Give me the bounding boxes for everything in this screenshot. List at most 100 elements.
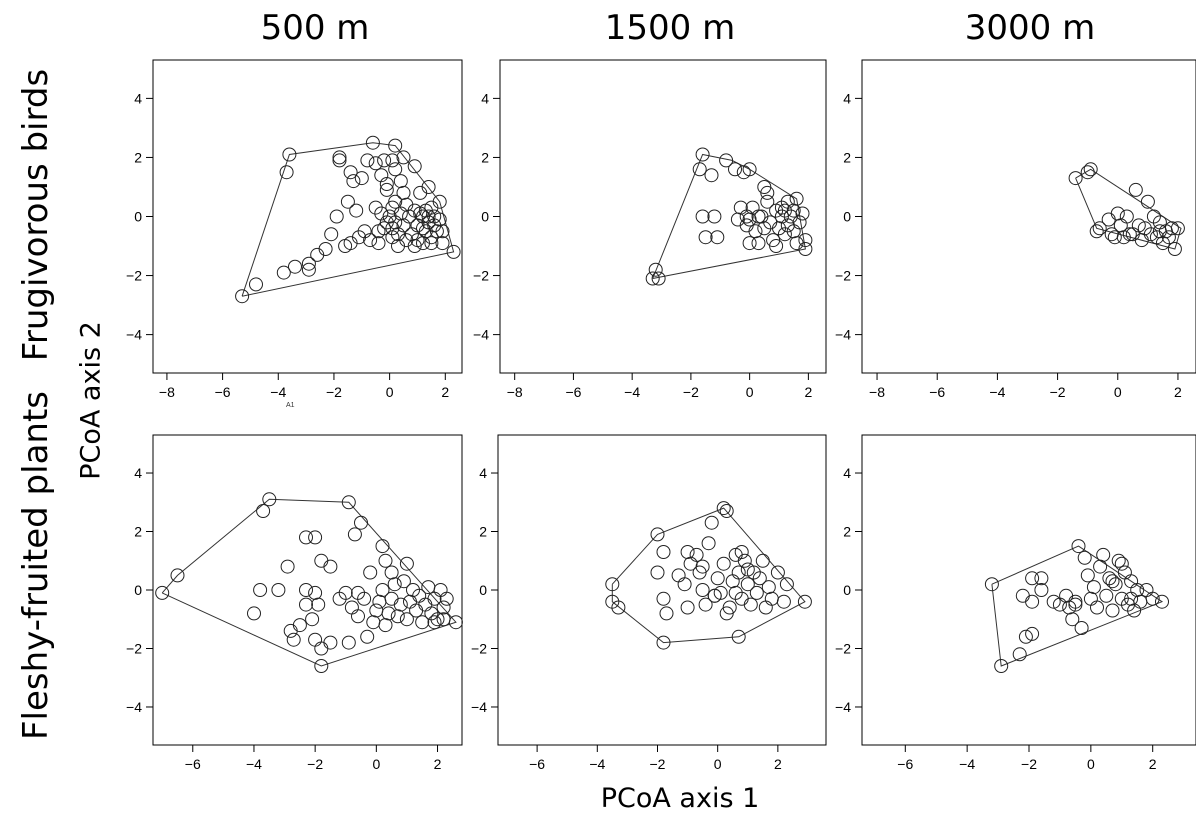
data-point [403,594,417,609]
data-point [1089,224,1104,239]
y-tick-label: 4 [843,90,851,106]
data-point [344,600,359,615]
data-point [352,230,366,245]
data-point [301,262,316,277]
data-point [391,239,405,253]
x-tick-label: −4 [589,756,605,772]
y-tick-label: −2 [126,268,142,284]
data-point [311,597,326,612]
x-tick-label: 0 [386,384,394,400]
data-point [740,577,755,592]
data-point [310,247,325,262]
data-point [253,583,268,597]
data-point [1125,227,1140,242]
y-tick-label: −4 [471,699,487,715]
panel-3: −4 −2 0 2 4 −8 −6 −4 −2 0 2 [835,59,1196,400]
data-point [1167,242,1182,256]
data-point [374,168,389,183]
panel-2: −4 −2 0 2 4 −8 −6 −4 −2 0 2 [473,59,827,400]
data-point [416,221,430,236]
data-point [764,591,779,606]
y-tick-label: 4 [479,465,487,481]
y-tick-label: 2 [843,149,851,165]
data-point [645,271,660,286]
data-point [1155,594,1169,609]
data-point [698,597,713,612]
data-point [739,209,754,224]
x-tick-label: 2 [1174,384,1182,400]
y-tick-label: −2 [835,640,851,656]
y-tick-label: −2 [473,268,489,284]
data-point [249,277,263,292]
x-tick-label: 2 [774,756,782,772]
x-tick-label: −6 [215,384,231,400]
data-point [1012,647,1027,662]
data-point [731,565,746,580]
data-point [757,221,772,236]
data-point [340,194,355,209]
data-point [1170,221,1185,236]
data-point [758,600,773,615]
data-point [798,233,813,248]
data-point [301,256,316,271]
x-tick-label: −2 [326,384,342,400]
x-tick-label: −6 [529,756,545,772]
data-point [387,577,402,592]
data-point [332,153,347,168]
data-point [707,588,722,603]
data-point [283,623,298,638]
data-point [710,230,725,245]
data-point [719,504,734,518]
convex-hull [611,507,806,644]
panel-frame [499,59,827,374]
data-point [1025,571,1040,586]
data-point [385,153,400,168]
data-point [648,262,663,277]
data-point [346,174,361,189]
data-point [155,585,170,600]
x-tick-label: −8 [869,384,885,400]
data-point [396,150,411,165]
x-axis-title: PCoA axis 1 [600,783,760,814]
x-tick-label: −2 [1050,384,1066,400]
data-point [288,259,302,274]
data-point [994,659,1009,673]
data-point [343,165,358,180]
data-point [698,230,713,245]
data-point [341,495,356,510]
y-tick-label: −2 [126,640,142,656]
y-tick-label: 0 [843,209,851,225]
panel-frame [861,434,1196,746]
data-point [390,609,405,624]
data-point [677,577,692,592]
data-point [384,565,399,580]
data-point [332,150,347,165]
data-point [409,603,424,618]
panel-6: −4 −2 0 2 4 −6 −4 −2 0 2 [835,434,1196,772]
data-point [751,236,766,251]
data-point [984,577,999,592]
y-tick-label: 2 [481,149,489,165]
data-point [416,236,430,251]
data-point [752,571,767,586]
data-point [1140,194,1155,209]
data-point [407,159,422,174]
data-point [314,641,329,656]
data-point [354,515,368,530]
x-tick-label: −4 [624,384,640,400]
data-point [777,227,792,242]
data-point [413,185,428,200]
data-point [656,635,671,650]
x-tick-label: −4 [959,756,975,772]
data-point [695,209,710,224]
data-point [1025,626,1040,641]
data-point [1090,600,1104,615]
y-tick-label: 0 [479,582,487,598]
data-point [748,224,763,239]
data-point [731,629,746,644]
data-point [375,539,390,554]
y-tick-label: −4 [126,699,142,715]
data-point [728,162,742,177]
data-point [1108,577,1123,592]
data-point [377,221,392,236]
